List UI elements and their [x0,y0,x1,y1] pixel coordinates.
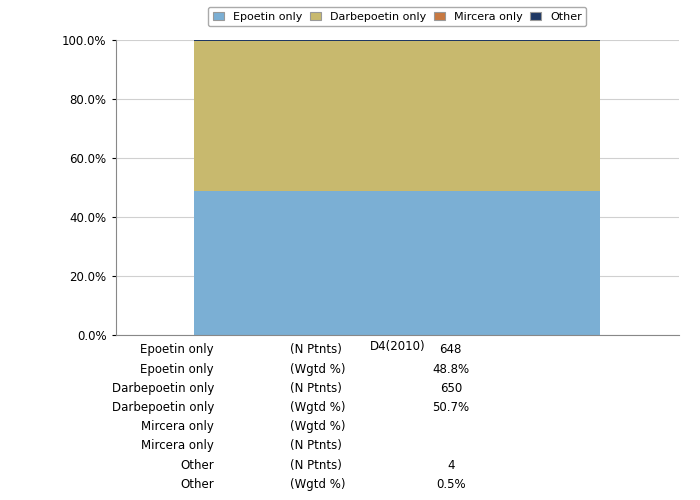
Text: 650: 650 [440,382,462,394]
Bar [195,191,600,336]
Text: Other: Other [181,478,214,491]
Text: (Wgtd %): (Wgtd %) [290,478,346,491]
Text: 48.8%: 48.8% [432,362,469,376]
Bar [195,40,600,42]
Text: 4: 4 [447,458,454,471]
Legend: Epoetin only, Darbepoetin only, Mircera only, Other: Epoetin only, Darbepoetin only, Mircera … [208,7,587,26]
Text: 50.7%: 50.7% [432,401,469,414]
Text: Mircera only: Mircera only [141,420,214,433]
Text: 648: 648 [440,344,462,356]
Text: Darbepoetin only: Darbepoetin only [112,382,214,394]
Text: 0.5%: 0.5% [436,478,466,491]
Text: Epoetin only: Epoetin only [141,344,214,356]
Text: (N Ptnts): (N Ptnts) [290,382,342,394]
Text: (Wgtd %): (Wgtd %) [290,401,346,414]
Text: Epoetin only: Epoetin only [141,362,214,376]
Text: (N Ptnts): (N Ptnts) [290,458,342,471]
Bar [195,42,600,191]
Text: Darbepoetin only: Darbepoetin only [112,401,214,414]
Text: (N Ptnts): (N Ptnts) [290,440,342,452]
Text: (Wgtd %): (Wgtd %) [290,420,346,433]
Text: Mircera only: Mircera only [141,440,214,452]
Text: (N Ptnts): (N Ptnts) [290,344,342,356]
Text: (Wgtd %): (Wgtd %) [290,362,346,376]
Text: Other: Other [181,458,214,471]
